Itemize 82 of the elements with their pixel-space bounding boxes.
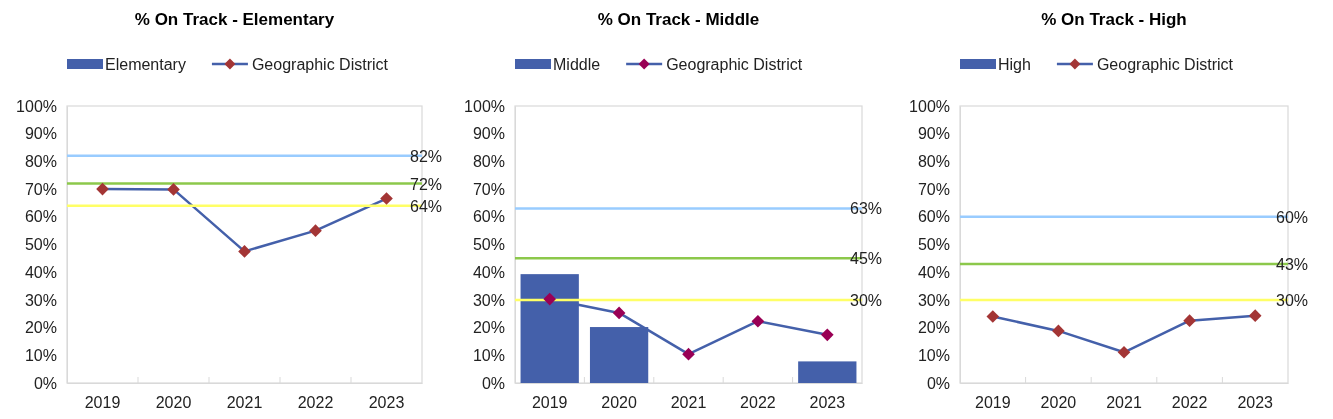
x-tick-label: 2022 bbox=[297, 394, 334, 412]
x-tick-label: 2023 bbox=[368, 394, 405, 412]
point bbox=[751, 314, 765, 328]
ref-line-label: 64% bbox=[410, 197, 443, 215]
chart-title: % On Track - Elementary bbox=[134, 10, 335, 29]
y-tick-label: 70% bbox=[472, 180, 505, 198]
point bbox=[612, 306, 626, 320]
point bbox=[986, 310, 1000, 323]
bar bbox=[798, 361, 857, 383]
point bbox=[682, 347, 695, 361]
x-tick-label: 2019 bbox=[84, 394, 121, 412]
ref-line-label: 63% bbox=[850, 200, 883, 218]
y-tick-label: 60% bbox=[24, 208, 57, 226]
y-tick-label: 40% bbox=[472, 263, 505, 281]
point bbox=[1117, 345, 1131, 359]
ref-line-label: 72% bbox=[410, 175, 443, 193]
y-tick-label: 80% bbox=[917, 153, 950, 171]
y-tick-label: 70% bbox=[24, 180, 57, 198]
x-tick-label: 2021 bbox=[1106, 394, 1142, 412]
y-tick-label: 0% bbox=[926, 374, 950, 392]
legend-label: High bbox=[998, 56, 1031, 73]
y-tick-label: 10% bbox=[24, 346, 57, 364]
point bbox=[1052, 324, 1065, 338]
legend-label: Middle bbox=[553, 56, 601, 73]
y-tick-label: 50% bbox=[917, 236, 950, 254]
x-tick-label: 2023 bbox=[1237, 394, 1274, 412]
x-tick-label: 2021 bbox=[226, 394, 263, 412]
y-tick-label: 100% bbox=[909, 97, 950, 115]
y-tick-label: 30% bbox=[472, 291, 505, 309]
x-tick-label: 2020 bbox=[155, 394, 192, 412]
y-tick-label: 20% bbox=[917, 319, 950, 337]
ref-line-label: 30% bbox=[1276, 291, 1309, 309]
chart-title: % On Track - Middle bbox=[597, 10, 760, 29]
y-tick-label: 80% bbox=[472, 153, 505, 171]
point bbox=[309, 224, 322, 237]
legend-label: Geographic District bbox=[1096, 56, 1234, 73]
y-tick-label: 60% bbox=[917, 208, 950, 226]
y-tick-label: 0% bbox=[481, 374, 505, 392]
y-tick-label: 10% bbox=[917, 346, 950, 364]
y-tick-label: 90% bbox=[917, 125, 950, 143]
y-tick-label: 30% bbox=[24, 291, 57, 309]
x-tick-label: 2019 bbox=[531, 394, 568, 412]
y-tick-label: 20% bbox=[24, 319, 57, 337]
point bbox=[543, 292, 557, 306]
point bbox=[1248, 309, 1262, 323]
y-tick-label: 90% bbox=[472, 125, 505, 143]
ref-line-label: 30% bbox=[850, 291, 883, 309]
legend-label: Geographic District bbox=[666, 56, 803, 73]
x-tick-label: 2022 bbox=[740, 394, 776, 412]
y-tick-label: 60% bbox=[472, 208, 505, 226]
ref-line-label: 43% bbox=[1276, 255, 1309, 273]
y-tick-label: 100% bbox=[16, 97, 57, 115]
legend-label: Elementary bbox=[105, 56, 186, 73]
y-tick-label: 40% bbox=[24, 263, 57, 281]
y-tick-label: 40% bbox=[917, 263, 950, 281]
chart-title: % On Track - High bbox=[1041, 10, 1187, 29]
point bbox=[238, 245, 251, 258]
point bbox=[167, 183, 180, 196]
point bbox=[820, 328, 834, 342]
legend-label: Geographic District bbox=[251, 56, 389, 73]
y-tick-label: 70% bbox=[917, 180, 950, 198]
x-tick-label: 2023 bbox=[809, 394, 846, 412]
x-tick-label: 2022 bbox=[1171, 394, 1208, 412]
ref-line-label: 45% bbox=[850, 250, 883, 268]
y-tick-label: 90% bbox=[24, 125, 57, 143]
y-tick-label: 10% bbox=[472, 346, 505, 364]
y-tick-label: 30% bbox=[917, 291, 950, 309]
ref-line-label: 60% bbox=[1276, 208, 1309, 226]
y-tick-label: 50% bbox=[24, 236, 57, 254]
x-tick-label: 2019 bbox=[975, 394, 1011, 412]
point bbox=[380, 192, 393, 205]
x-tick-label: 2020 bbox=[1040, 394, 1077, 412]
x-tick-label: 2020 bbox=[601, 394, 637, 412]
point bbox=[1183, 314, 1196, 327]
y-tick-label: 50% bbox=[472, 236, 505, 254]
point bbox=[96, 182, 109, 196]
y-tick-label: 0% bbox=[33, 374, 57, 392]
y-tick-label: 80% bbox=[24, 153, 57, 171]
ref-line-label: 82% bbox=[410, 147, 443, 165]
y-tick-label: 20% bbox=[472, 319, 505, 337]
y-tick-label: 100% bbox=[464, 97, 505, 115]
x-tick-label: 2021 bbox=[670, 394, 707, 412]
